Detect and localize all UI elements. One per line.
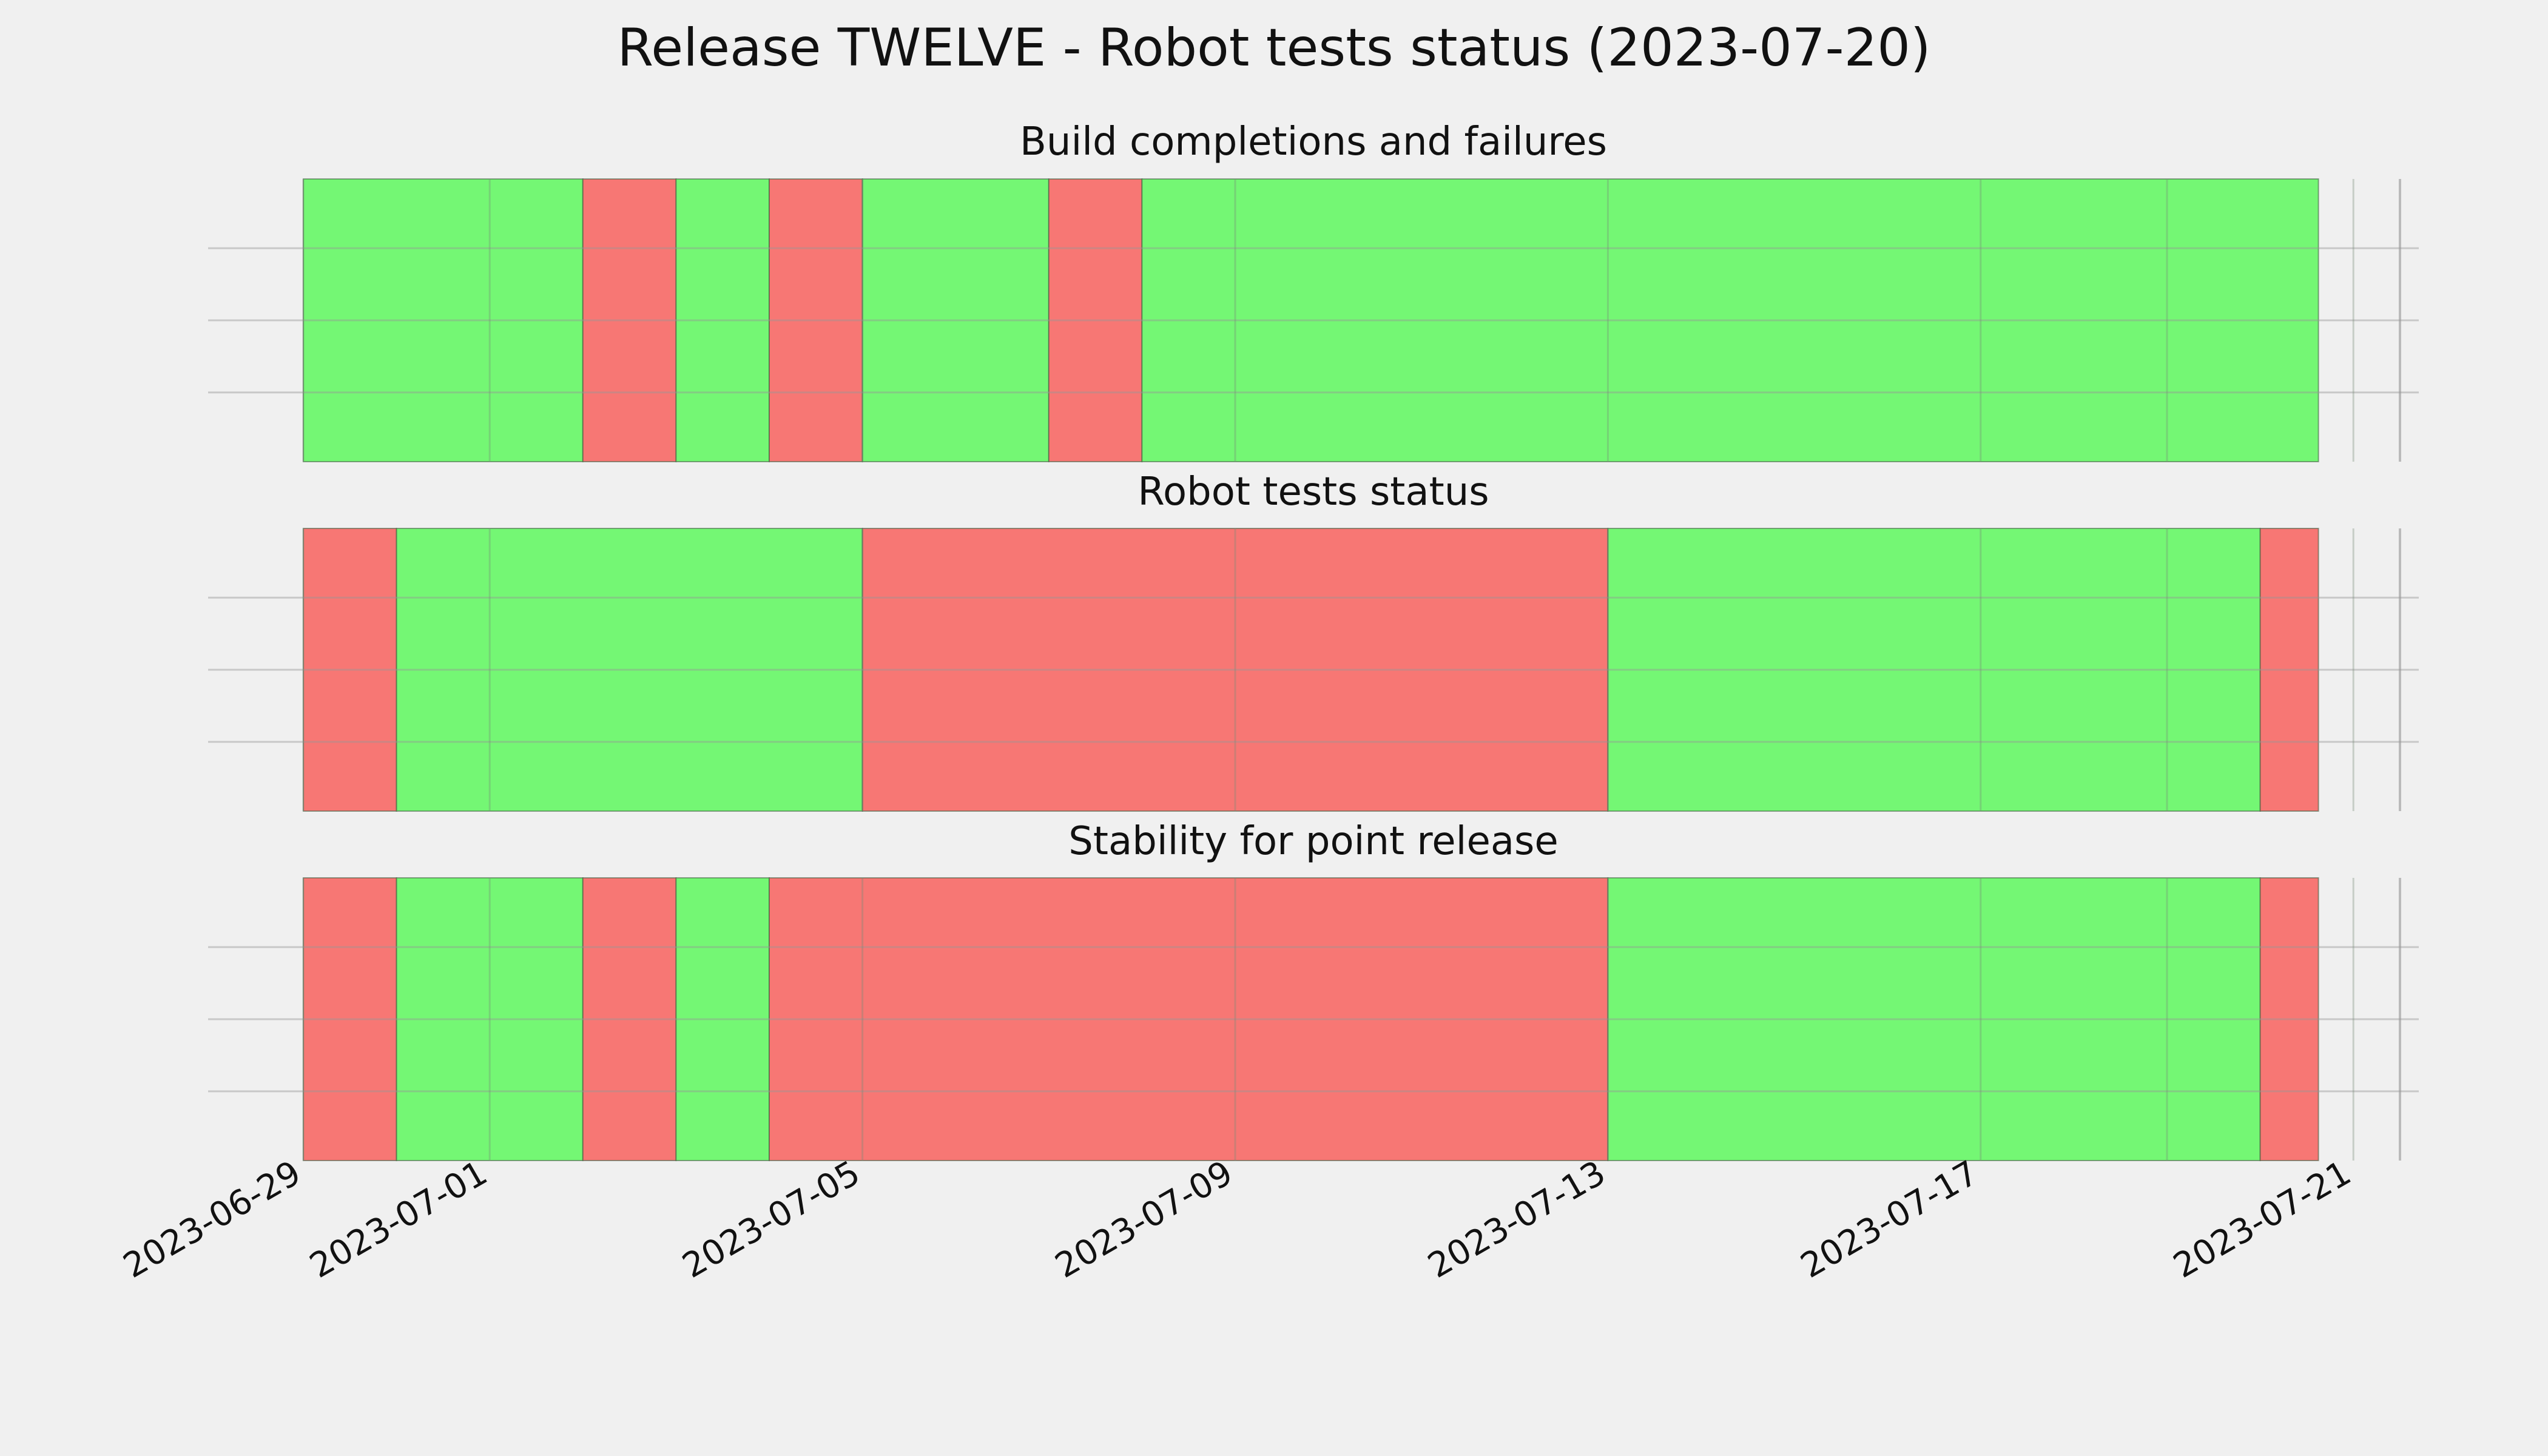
panels-group: Build completions and failures Robot test… [208, 120, 2419, 1161]
figure-title: Release TWELVE - Robot tests status (202… [617, 18, 1930, 78]
segment-fail [1048, 178, 1143, 462]
panel-title: Build completions and failures [1020, 120, 1607, 164]
segment-pass [1607, 877, 2261, 1161]
panel-title: Robot tests status [1138, 470, 1489, 514]
panel-1: Build completions and failures [208, 120, 2419, 462]
segment-fail [861, 528, 1609, 812]
segment-pass [396, 528, 863, 812]
panel-3: Stability for point release [208, 819, 2419, 1161]
segment-fail [303, 528, 397, 812]
segment-fail [303, 877, 397, 1161]
segment-pass [1141, 178, 2319, 462]
segment-pass [675, 178, 770, 462]
segment-pass [1607, 528, 2261, 812]
segment-fail [769, 178, 863, 462]
panel-title: Stability for point release [1068, 819, 1559, 864]
segment-pass [303, 178, 584, 462]
segment-fail [582, 877, 677, 1161]
segment-pass [396, 877, 584, 1161]
panel-2: Robot tests status [208, 470, 2419, 812]
segment-fail [2259, 877, 2319, 1161]
segment-fail [582, 178, 677, 462]
segment-fail [2259, 528, 2319, 812]
segment-fail [769, 877, 1609, 1161]
segment-pass [861, 178, 1050, 462]
segment-pass [675, 877, 770, 1161]
